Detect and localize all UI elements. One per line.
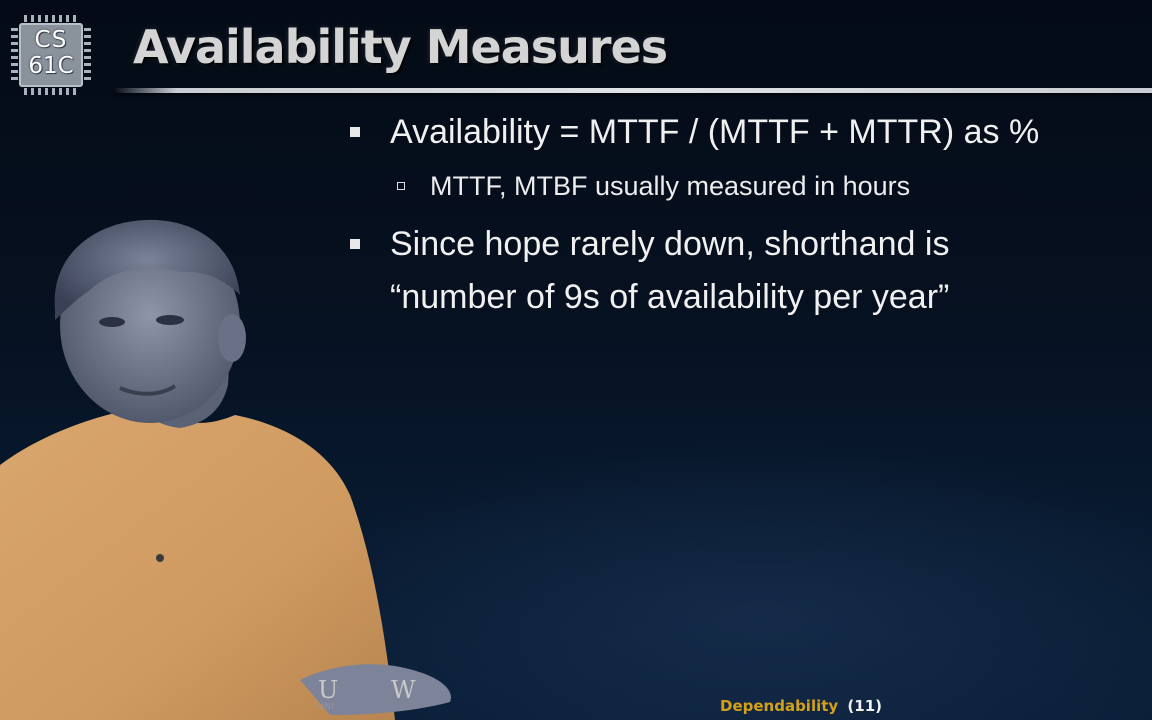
bullet-text-line-1: Since hope rarely down, shorthand is — [390, 225, 950, 263]
slide-title: Availability Measures — [133, 20, 668, 74]
logo-line-2: 61C — [28, 53, 74, 79]
chip-pins-right — [84, 28, 91, 82]
presenter-shirt — [0, 408, 395, 720]
university-logo-subtitle-icon: UNI — [318, 702, 335, 711]
lapel-microphone — [156, 554, 164, 562]
chip-pins-bottom — [24, 88, 78, 95]
hollow-square-bullet-icon — [397, 182, 405, 190]
presenter-hair — [54, 219, 241, 320]
chip-pins-top — [24, 15, 78, 22]
footer-topic: Dependability — [720, 697, 839, 715]
university-wordmark-icon: U W — [318, 676, 417, 704]
cs61c-logo: CS 61C — [10, 14, 92, 96]
slide-footer: Dependability (11) — [720, 697, 882, 715]
title-underline — [114, 88, 1152, 93]
bullet-text: Availability = MTTF / (MTTF + MTTR) as % — [390, 113, 1040, 151]
university-logo: U W — [318, 676, 417, 704]
presenter-ear — [218, 314, 246, 362]
chip-pins-left — [11, 28, 18, 82]
presenter-video — [0, 219, 451, 720]
sub-bullet-text: MTTF, MTBF usually measured in hours — [430, 171, 911, 201]
square-bullet-icon — [350, 239, 360, 249]
chip-icon — [19, 23, 83, 87]
bullet-text-line-2: “number of 9s of availability per year” — [390, 278, 950, 316]
slide-number: (11) — [847, 697, 883, 715]
logo-line-1: CS — [34, 27, 68, 53]
square-bullet-icon — [350, 127, 360, 137]
presenter-hand — [300, 664, 451, 715]
